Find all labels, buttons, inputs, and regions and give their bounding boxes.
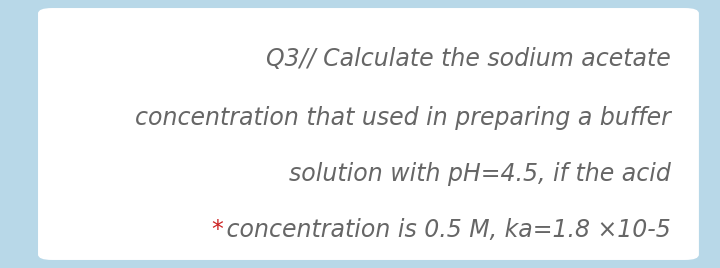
Text: *: * bbox=[212, 218, 223, 243]
Text: Q3// Calculate the sodium acetate: Q3// Calculate the sodium acetate bbox=[266, 47, 671, 71]
FancyBboxPatch shape bbox=[38, 8, 699, 260]
Text: solution with pH=4.5, if the acid: solution with pH=4.5, if the acid bbox=[289, 162, 671, 186]
Text: concentration that used in preparing a buffer: concentration that used in preparing a b… bbox=[135, 106, 671, 130]
Text: concentration is 0.5 M, ka=1.8 ×10-5: concentration is 0.5 M, ka=1.8 ×10-5 bbox=[219, 218, 671, 243]
